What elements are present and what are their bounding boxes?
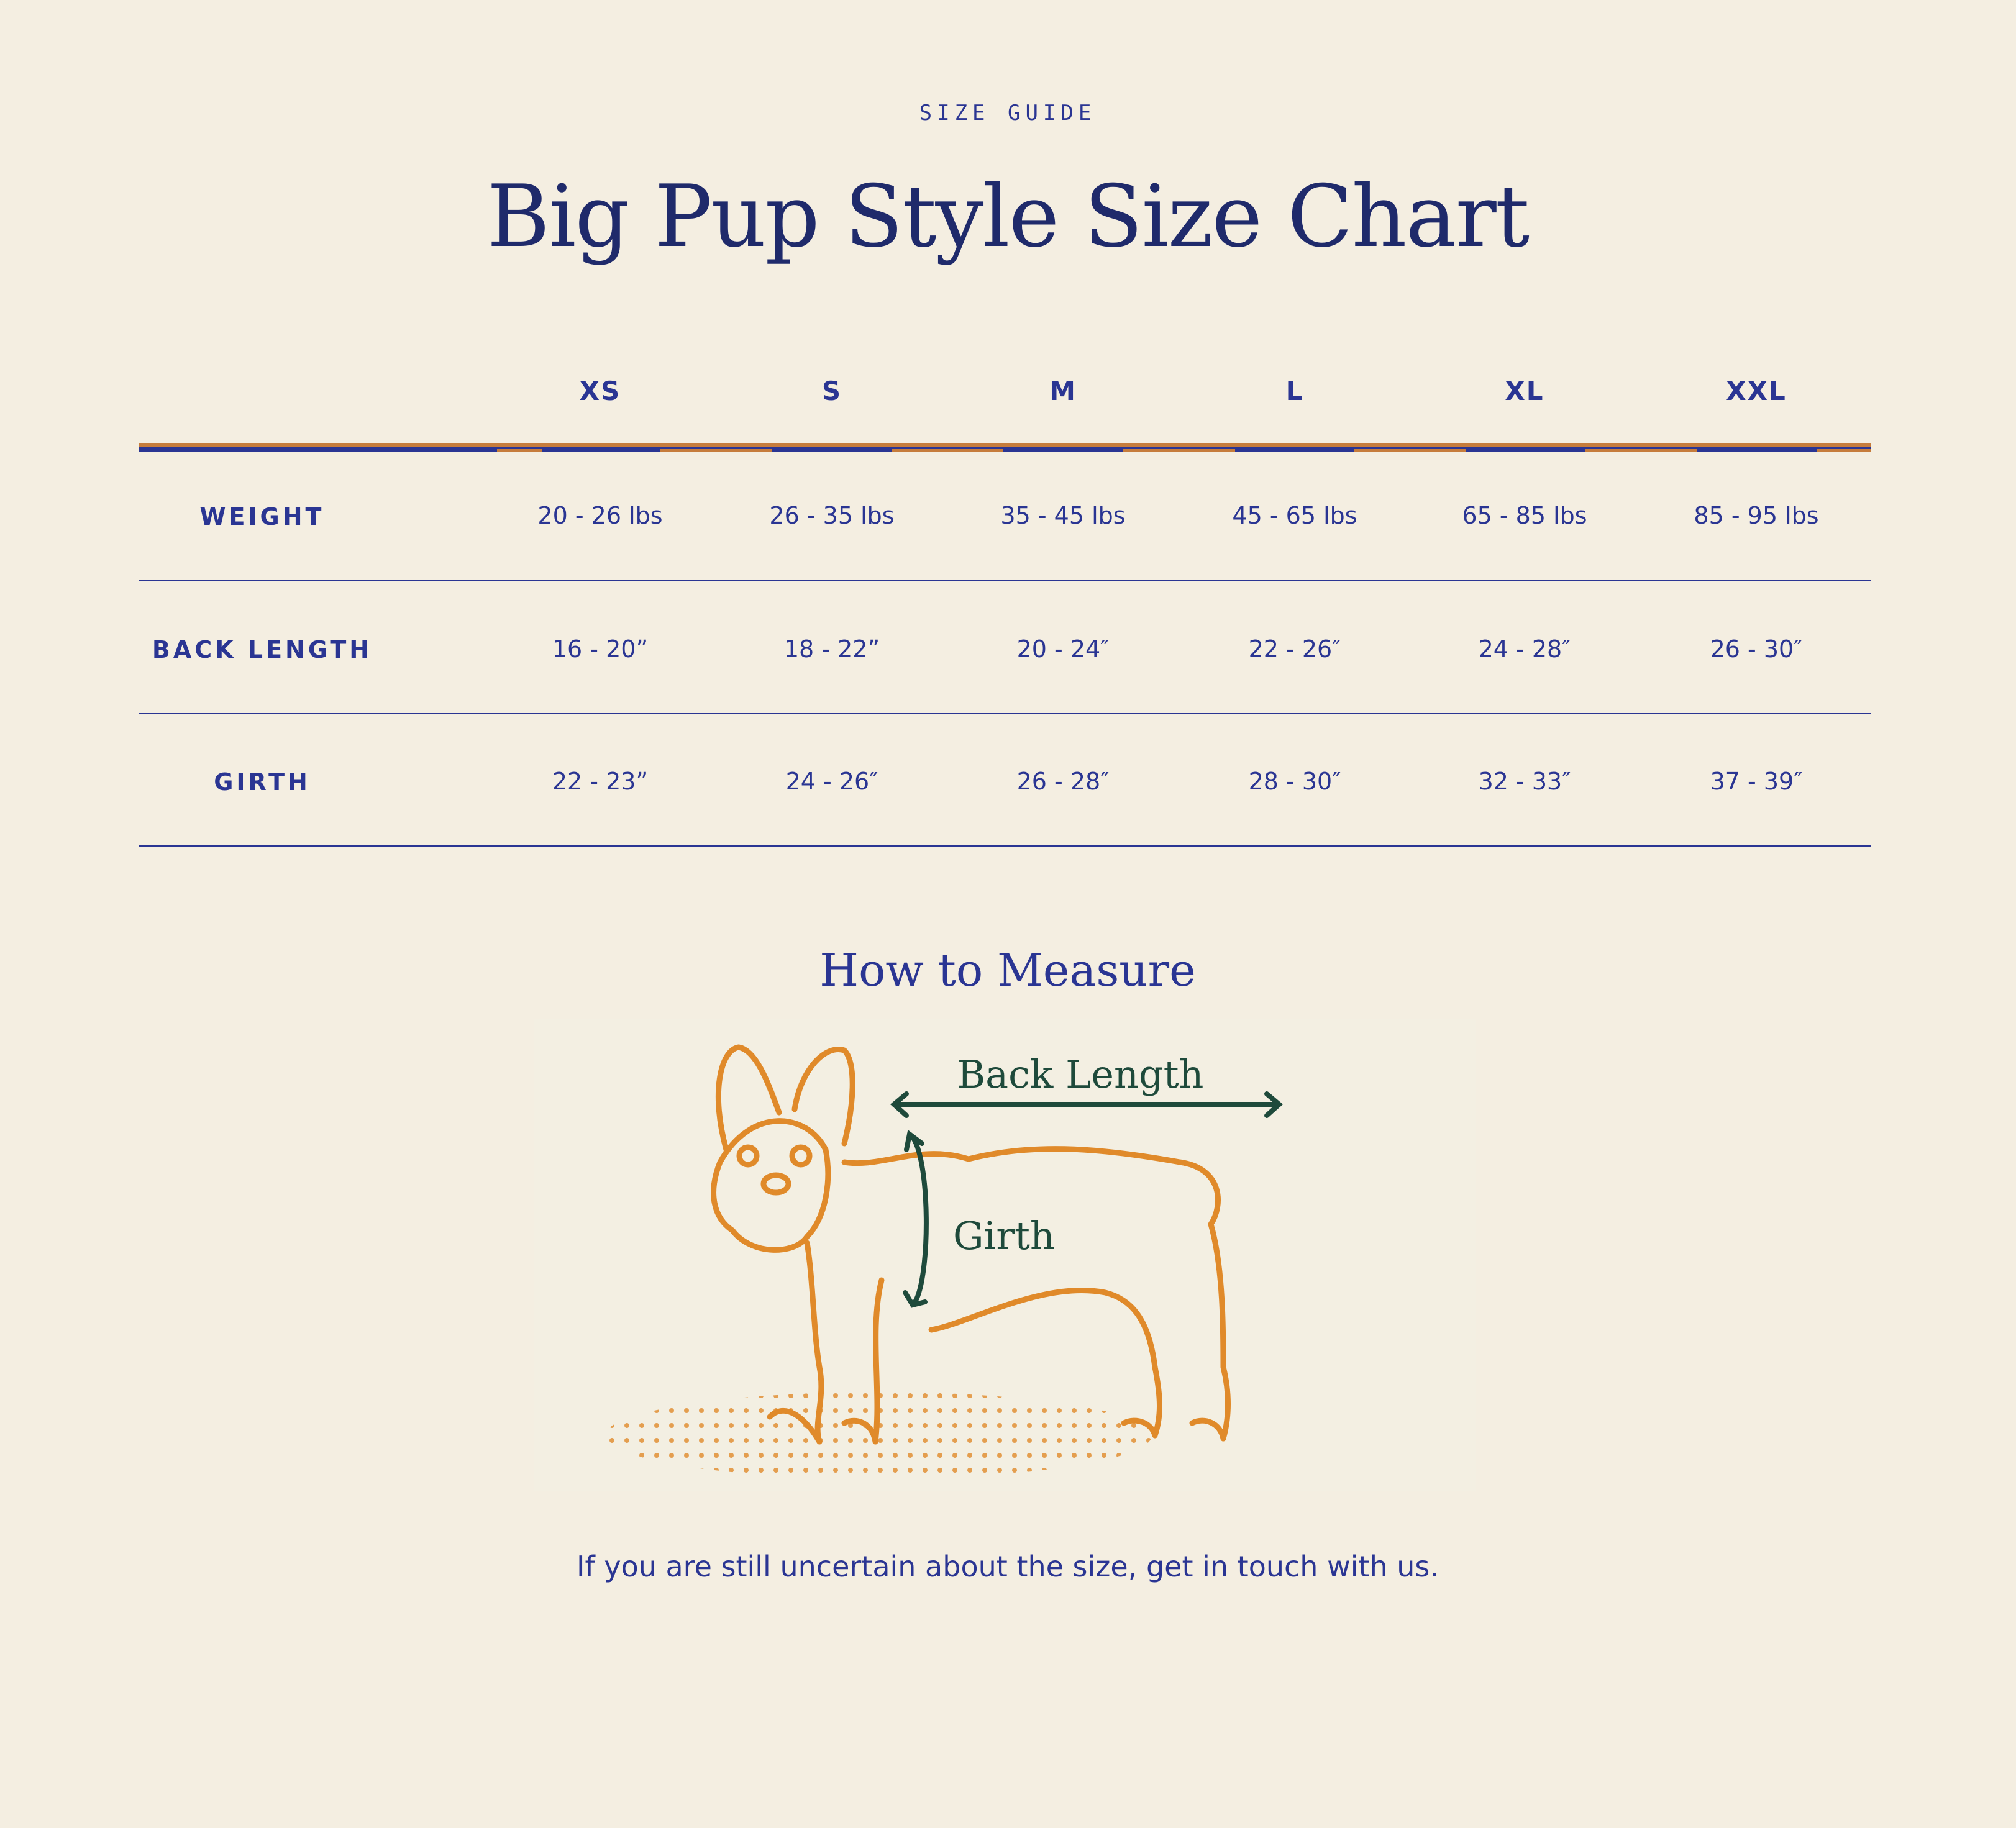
column-header-xl: XL [1505, 376, 1544, 406]
header-rule-gap [1585, 449, 1697, 452]
table-cell: 37 - 39″ [1710, 768, 1803, 795]
table-cell: 26 - 35 lbs [769, 502, 895, 529]
table-cell: 20 - 24″ [1016, 635, 1110, 663]
column-header-m: M [1049, 376, 1077, 406]
row-divider [139, 713, 1871, 714]
how-to-measure-heading: How to Measure [819, 944, 1196, 996]
table-cell: 85 - 95 lbs [1694, 502, 1819, 529]
row-divider [139, 580, 1871, 581]
table-cell: 22 - 23” [552, 768, 649, 795]
header-rule-gap [660, 449, 772, 452]
row-label: WEIGHT [199, 503, 325, 530]
header-rule-gap [1817, 449, 1871, 452]
table-cell: 28 - 30″ [1248, 768, 1341, 795]
header-rule-gap [1354, 449, 1466, 452]
table-cell: 24 - 28″ [1478, 635, 1571, 663]
table-cell: 26 - 30″ [1710, 635, 1803, 663]
header-rule-gap [497, 449, 542, 452]
girth-label: Girth [953, 1213, 1055, 1258]
table-cell: 45 - 65 lbs [1232, 502, 1357, 529]
column-header-l: L [1285, 376, 1304, 406]
eyebrow-label: SIZE GUIDE [919, 101, 1097, 125]
table-cell: 18 - 22” [783, 635, 880, 663]
row-label: BACK LENGTH [152, 636, 373, 663]
column-header-xxl: XXL [1726, 376, 1787, 406]
back-length-label: Back Length [957, 1052, 1204, 1097]
table-cell: 24 - 26″ [785, 768, 878, 795]
dog-illustration: Back Length Girth [605, 1044, 1284, 1479]
row-label: GIRTH [214, 768, 311, 796]
header-rule-orange [139, 443, 1871, 447]
header-rule-gap [1123, 449, 1235, 452]
page-title: Big Pup Style Size Chart [486, 166, 1530, 266]
table-cell: 26 - 28″ [1016, 768, 1110, 795]
table-cell: 35 - 45 lbs [1000, 502, 1126, 529]
header-rule-gap [892, 449, 1003, 452]
header-rule-blue [139, 447, 1871, 452]
table-cell: 22 - 26″ [1248, 635, 1341, 663]
table-cell: 32 - 33″ [1478, 768, 1571, 795]
dog-measurement-illustration: Back Length Girth [534, 1019, 1476, 1491]
table-cell: 20 - 26 lbs [537, 502, 663, 529]
table-cell: 65 - 85 lbs [1462, 502, 1587, 529]
column-header-s: S [821, 376, 842, 406]
contact-note: If you are still uncertain about the siz… [576, 1550, 1439, 1583]
column-header-xs: XS [579, 376, 621, 406]
row-divider [139, 845, 1871, 847]
table-cell: 16 - 20” [552, 635, 649, 663]
